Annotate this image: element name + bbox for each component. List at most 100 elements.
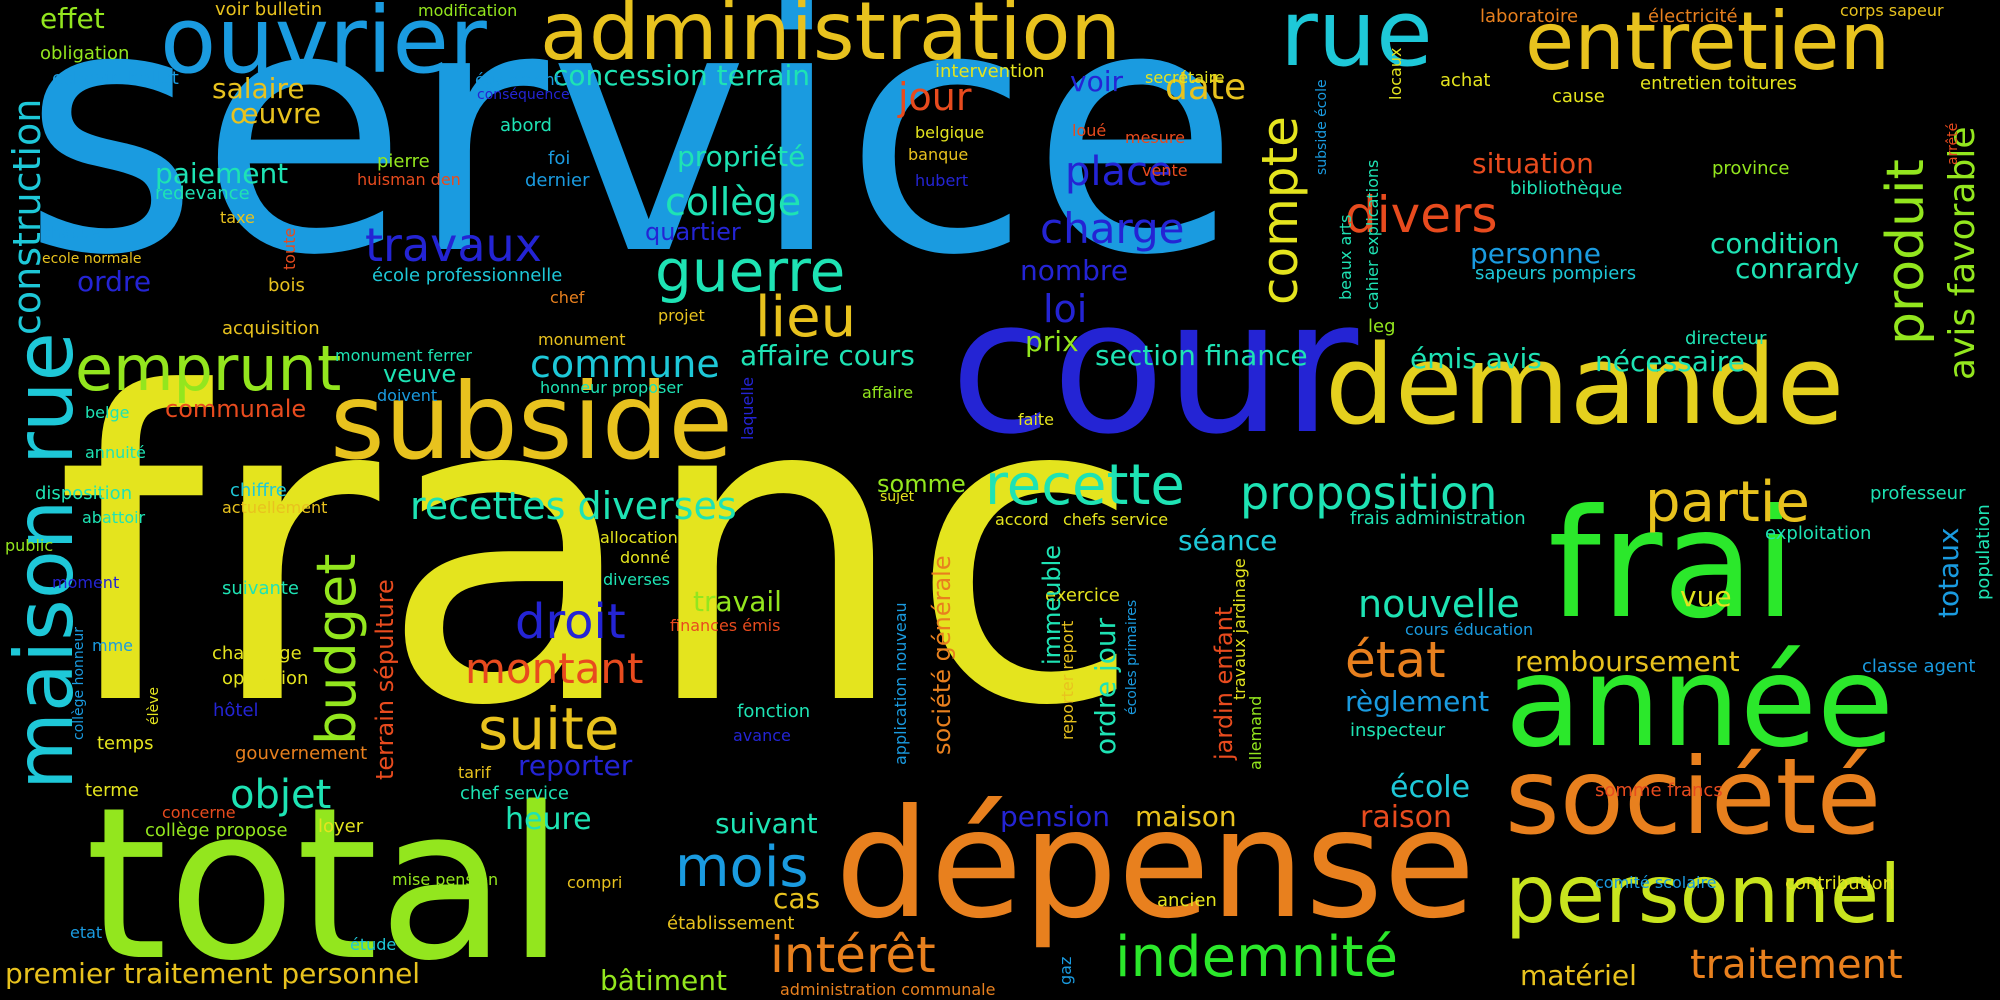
word-ordre-jour: ordre jour	[1089, 617, 1122, 755]
word-concerne: concerne	[162, 803, 236, 822]
word-belgique: belgique	[915, 123, 985, 142]
word-exploitation: exploitation	[1765, 523, 1872, 544]
word-ordre: ordre	[77, 265, 152, 298]
word-suivant: suivant	[715, 807, 818, 840]
word-societe: société	[1505, 736, 1882, 858]
word-public: public	[5, 536, 54, 555]
word-franc: franc	[55, 305, 1143, 799]
word-loi: loi	[1043, 287, 1088, 331]
word-subside: subside	[330, 361, 734, 483]
word-dernier: dernier	[525, 170, 590, 191]
word-necessaire: nécessaire	[1595, 345, 1745, 378]
word-beaux-arts: beaux arts	[1336, 214, 1355, 301]
word-toute: toute	[280, 227, 299, 270]
word-propriete: propriété	[677, 140, 806, 173]
word-province: province	[1712, 158, 1790, 179]
word-entretien-toitures: entretien toitures	[1640, 73, 1797, 94]
word-lieu: lieu	[755, 285, 857, 350]
word-accord: accord	[995, 510, 1049, 529]
word-chauffage: chauffage	[212, 643, 302, 664]
word-arrete: arrêté	[1945, 122, 1961, 165]
word-proposition: proposition	[1240, 466, 1498, 520]
word-construction: construction	[5, 98, 49, 335]
word-tarif: tarif	[458, 763, 491, 782]
word-hubert: hubert	[915, 171, 969, 190]
word-quartier: quartier	[645, 218, 741, 246]
word-charge: charge	[1040, 204, 1185, 253]
word-droit: droit	[515, 594, 626, 650]
word-college: collège	[665, 180, 802, 224]
word-exercice: exercice	[1045, 585, 1120, 606]
word-corps-sapeur: corps sapeur	[1840, 1, 1944, 20]
word-comite-scolaire: comité scolaire	[1595, 873, 1717, 892]
word-interet: intérêt	[770, 926, 936, 984]
word-prix: prix	[1025, 325, 1079, 358]
word-modification: modification	[418, 1, 518, 20]
word-somme-francs: somme francs	[1595, 780, 1723, 801]
word-voir-bulletin: voir bulletin	[215, 0, 323, 20]
word-sujet: sujet	[880, 489, 915, 505]
word-entretien: entretien	[1525, 0, 1891, 88]
word-faite: faite	[1018, 410, 1054, 429]
word-doivent: doivent	[377, 386, 438, 405]
word-electricite: électricité	[1648, 6, 1738, 27]
word-premier-traitement: premier traitement personnel	[5, 957, 421, 990]
word-annee: année	[1505, 630, 1894, 775]
word-allocation: allocation	[600, 528, 678, 547]
word-finances-emis: finances émis	[670, 616, 781, 635]
word-mesure: mesure	[1125, 128, 1185, 147]
word-rue-top: rue	[1280, 0, 1433, 87]
word-indemnite: indemnité	[1115, 925, 1399, 990]
word-etude: étude	[350, 935, 397, 954]
word-intervention: intervention	[935, 61, 1045, 82]
word-place: place	[1065, 149, 1173, 195]
word-rue-vertical: rue	[0, 332, 91, 465]
word-pierre: pierre	[377, 151, 430, 172]
word-donne: donné	[620, 548, 671, 567]
word-obligation: obligation	[40, 43, 130, 64]
word-mise-pension: mise pension	[392, 870, 499, 889]
word-eleve: élève	[146, 686, 162, 725]
word-condition: condition	[1710, 227, 1840, 260]
word-contribution: contribution	[1785, 873, 1895, 894]
word-allemand: allemand	[1246, 695, 1265, 770]
word-commune: commune	[530, 342, 720, 386]
word-temps: temps	[97, 733, 154, 754]
word-situation: situation	[1472, 147, 1594, 180]
word-annuite: annuité	[85, 443, 146, 462]
word-hotel: hôtel	[213, 700, 259, 721]
word-population: population	[1973, 504, 1994, 600]
word-frais-administration: frais administration	[1350, 508, 1526, 529]
word-monument-ferrer: monument ferrer	[335, 346, 473, 365]
word-depense: dépense	[835, 778, 1476, 952]
word-administration: administration	[540, 0, 1122, 78]
word-total: total	[85, 762, 566, 1000]
word-concession-terrain: concession terrain	[553, 59, 811, 92]
word-reporter: reporter	[518, 749, 633, 782]
word-heure: heure	[505, 802, 592, 837]
word-locaux: locaux	[1386, 47, 1405, 100]
word-communale: communale	[165, 395, 307, 423]
word-abattoir: abattoir	[82, 508, 146, 527]
word-nombre: nombre	[1020, 254, 1129, 287]
word-personnel: personnel	[1505, 848, 1902, 941]
word-classe-agent: classe agent	[1862, 656, 1976, 677]
word-huisman-den: huisman den	[357, 170, 461, 189]
word-suite: suite	[478, 695, 620, 763]
word-paiement: paiement	[155, 157, 289, 190]
word-jour: jour	[898, 75, 972, 119]
word-ecole: école	[1390, 770, 1471, 805]
word-emis-avis: émis avis	[1410, 342, 1542, 375]
word-budget: budget	[305, 553, 368, 745]
word-actuellement: actuellement	[222, 498, 328, 517]
word-societe-generale: société générale	[928, 555, 956, 755]
word-batiment: bâtiment	[600, 964, 727, 997]
word-emprunt: emprunt	[75, 332, 342, 405]
word-recettes-diverses: recettes diverses	[410, 484, 737, 528]
word-achat: achat	[1440, 70, 1491, 91]
word-mme: mme	[92, 636, 134, 655]
word-voir: voir	[1070, 65, 1123, 98]
word-chefs-service: chefs service	[1063, 510, 1169, 529]
word-conrardy: conrardy	[1735, 252, 1860, 285]
